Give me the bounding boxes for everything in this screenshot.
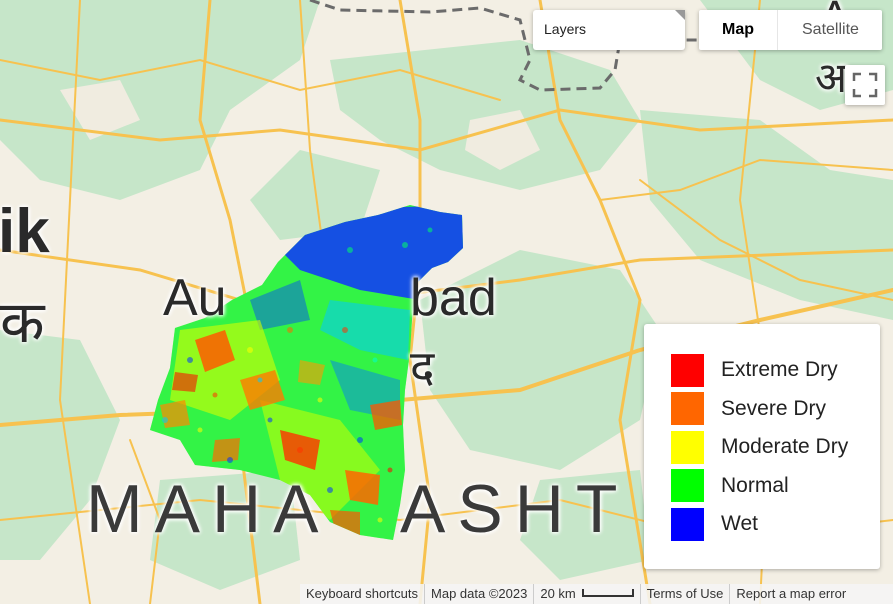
scale-control[interactable]: 20 km	[533, 584, 639, 604]
place-label-topright-hi: अ	[815, 54, 848, 101]
report-error-link[interactable]: Report a map error	[729, 584, 852, 604]
legend-label: Severe Dry	[721, 396, 827, 420]
legend-label: Wet	[721, 512, 758, 536]
fullscreen-button[interactable]	[845, 65, 885, 105]
map-type-satellite-button[interactable]: Satellite	[777, 10, 882, 50]
dropdown-corner-icon	[675, 10, 685, 20]
drought-legend: Extreme Dry Severe Dry Moderate Dry Norm…	[644, 324, 880, 569]
fullscreen-icon	[852, 72, 878, 98]
light-areas	[60, 80, 540, 170]
map-data-attribution: Map data ©2023	[424, 584, 533, 604]
place-label-nashik-hi: क	[0, 290, 45, 355]
layers-dropdown[interactable]: Layers	[533, 10, 685, 50]
legend-swatch-normal	[671, 469, 704, 503]
place-label-aurangabad-hi: द	[410, 341, 435, 393]
legend-item: Severe Dry	[671, 390, 880, 429]
legend-item: Wet	[671, 505, 880, 544]
legend-item: Normal	[671, 467, 880, 506]
scale-label: 20 km	[540, 586, 576, 601]
place-label-aurangabad-left: Au	[163, 269, 227, 327]
map-type-map-button[interactable]: Map	[722, 21, 754, 38]
legend-item: Extreme Dry	[671, 351, 880, 390]
state-boundary	[309, 0, 700, 92]
terms-link[interactable]: Terms of Use	[639, 584, 730, 604]
legend-label: Moderate Dry	[721, 435, 849, 459]
keyboard-shortcuts-link[interactable]: Keyboard shortcuts	[306, 586, 419, 601]
legend-swatch-moderate-dry	[671, 430, 704, 464]
place-label-state-left: MAHA	[86, 471, 331, 547]
place-label-nashik-en: ik	[0, 197, 50, 266]
place-label-state-right: ASHT	[400, 471, 630, 547]
legend-label: Normal	[721, 473, 789, 497]
legend-swatch-severe-dry	[671, 392, 704, 426]
legend-item: Moderate Dry	[671, 428, 880, 467]
scale-bar	[581, 588, 634, 597]
layers-label: Layers	[544, 21, 587, 37]
legend-swatch-extreme-dry	[671, 353, 704, 387]
map-footer: Keyboard shortcuts Map data ©2023 20 km …	[300, 584, 893, 604]
place-label-aurangabad-right: bad	[410, 269, 497, 327]
map-type-control: Map Satellite	[699, 10, 882, 50]
legend-label: Extreme Dry	[721, 358, 838, 382]
legend-swatch-wet	[671, 507, 704, 541]
